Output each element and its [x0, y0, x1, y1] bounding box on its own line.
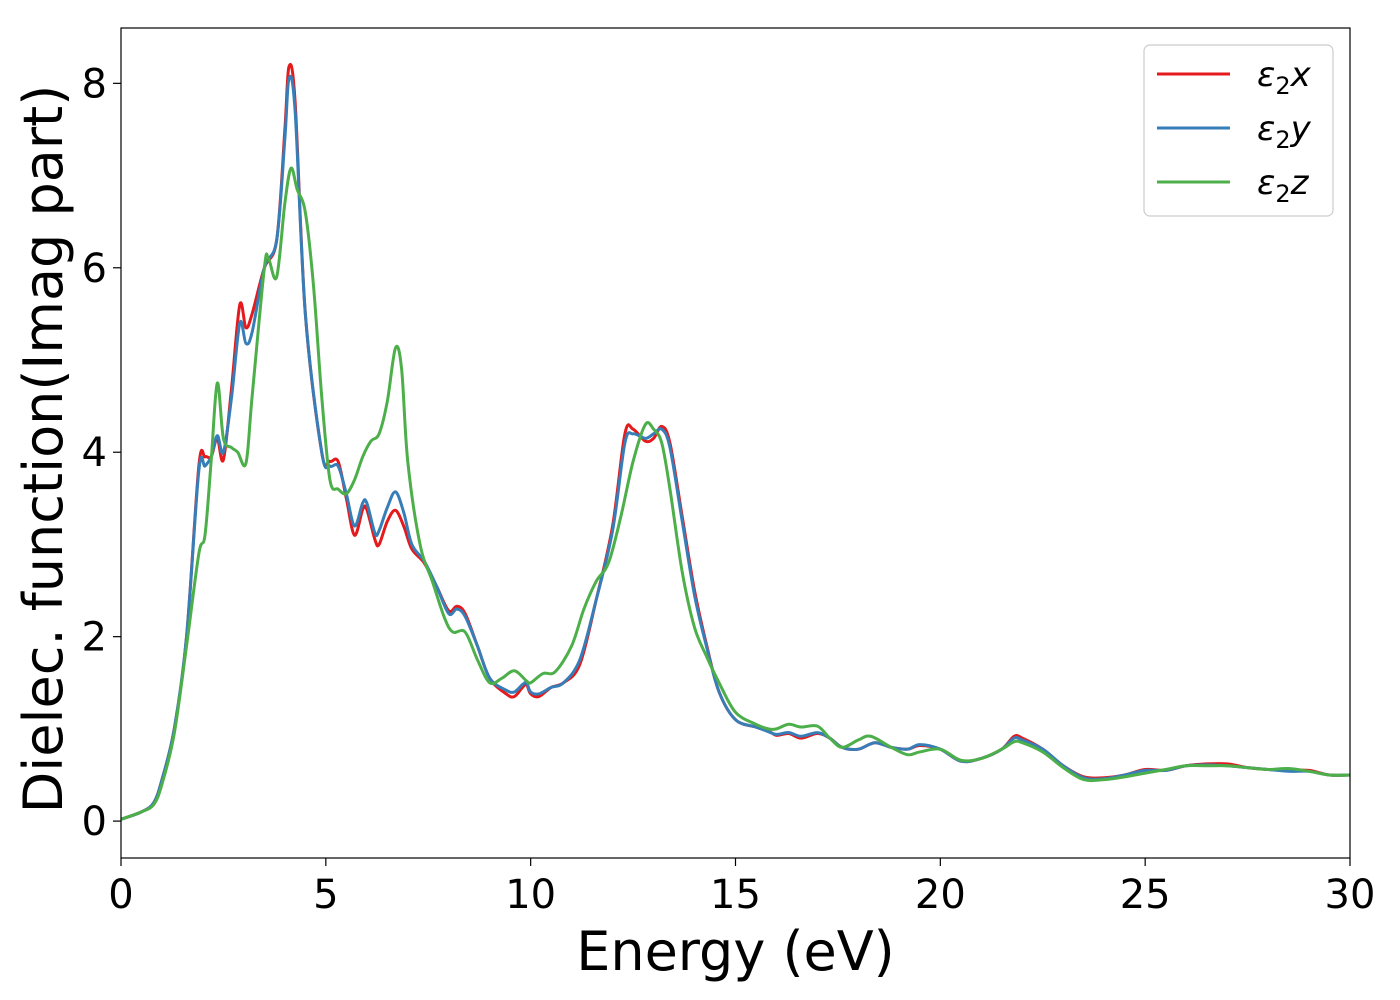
series-line-e2z	[121, 166, 1350, 821]
legend-label-e2y: ε2y	[1257, 109, 1312, 154]
x-tick-label: 10	[505, 872, 556, 918]
y-tick-label: 6	[82, 246, 107, 292]
y-tick-label: 0	[82, 799, 107, 845]
x-axis-title: Energy (eV)	[576, 920, 895, 983]
legend-label-e2z: ε2z	[1257, 163, 1310, 208]
legend-box	[1143, 44, 1334, 217]
y-tick-label: 8	[82, 61, 107, 107]
x-tick-label: 15	[710, 872, 761, 918]
x-tick-label: 30	[1325, 872, 1376, 918]
x-tick-label: 5	[313, 872, 338, 918]
y-axis-ticks: 0 2 4 6 8	[82, 61, 121, 845]
x-tick-label: 25	[1120, 872, 1171, 918]
y-tick-label: 2	[82, 615, 107, 661]
x-tick-label: 0	[108, 872, 133, 918]
series-layer	[121, 62, 1350, 821]
legend: ε2x ε2y ε2z	[1143, 44, 1334, 217]
y-tick-label: 4	[82, 430, 107, 476]
x-tick-label: 20	[915, 872, 966, 918]
legend-label-e2x: ε2x	[1257, 55, 1312, 100]
y-axis-title: Dielec. function(Imag part)	[12, 85, 75, 814]
x-axis-ticks: 0 5 10 15 20 25 30	[108, 858, 1375, 918]
series-line-e2y	[121, 74, 1350, 821]
